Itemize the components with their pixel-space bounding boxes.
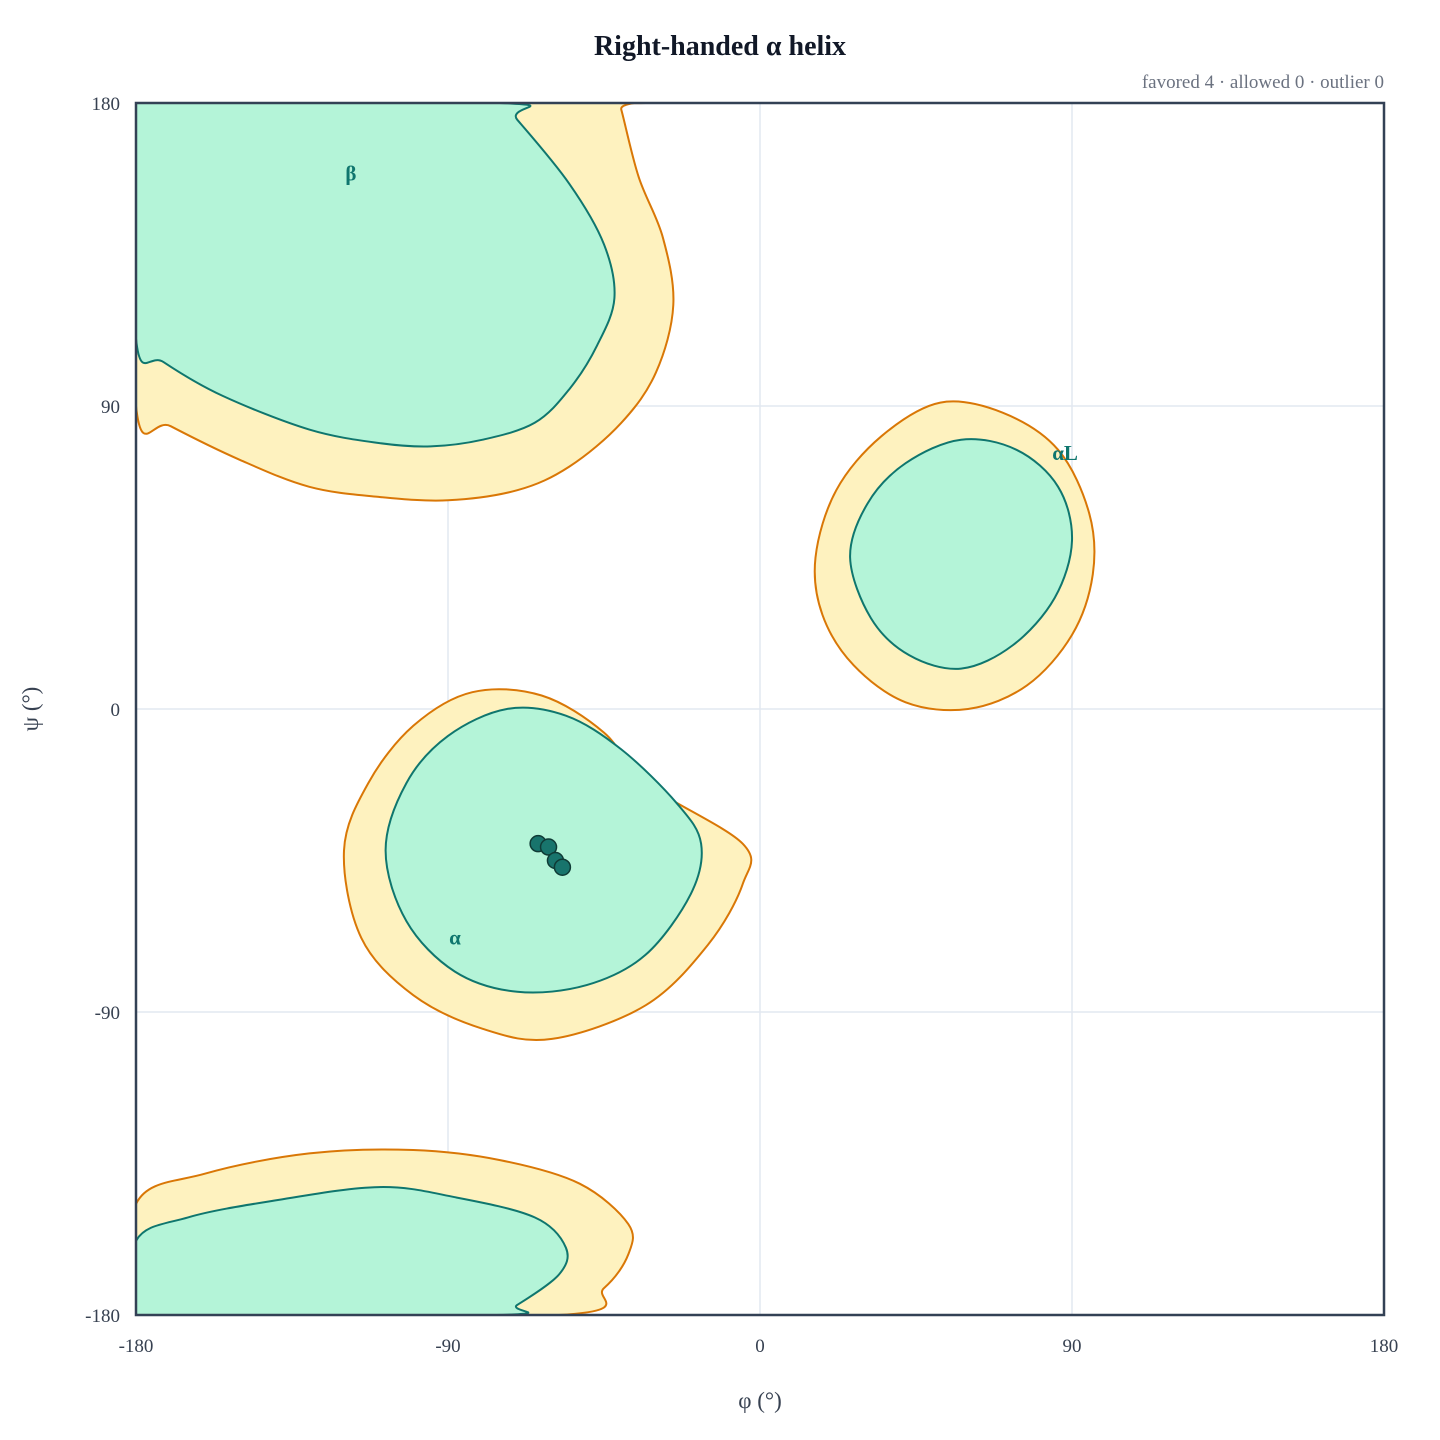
x-tick-label: -90 — [435, 1336, 460, 1357]
x-tick-label: 0 — [755, 1336, 765, 1357]
plot-frame — [134, 101, 1386, 1317]
y-tick-label: -180 — [85, 1306, 120, 1327]
region-label: αL — [1052, 441, 1078, 465]
favored-region — [136, 1186, 569, 1315]
residue-point — [553, 858, 572, 876]
y-tick-label: 180 — [92, 94, 121, 115]
residue-points — [529, 834, 572, 876]
y-tick-label: -90 — [95, 1003, 120, 1024]
x-tick-label: -180 — [119, 1336, 154, 1357]
favored-region — [136, 103, 616, 448]
favored-region — [849, 438, 1074, 670]
y-tick-label: 90 — [101, 397, 120, 418]
y-tick-label: 0 — [111, 700, 121, 721]
x-tick-label: 90 — [1063, 1336, 1082, 1357]
region-label: β — [345, 161, 356, 185]
region-label: α — [449, 926, 461, 950]
tick-labels: -180 -90 0 90 180 180 90 0 -90 -180 — [85, 94, 1398, 1357]
chart-subtitle: favored 4 · allowed 0 · outlier 0 — [1142, 72, 1384, 93]
x-axis-label: φ (°) — [738, 1388, 782, 1413]
residue-point — [539, 838, 558, 856]
chart-title: Right-handed α helix — [594, 31, 846, 62]
x-tick-label: 180 — [1370, 1336, 1399, 1357]
region-labels: β α αL — [345, 161, 1078, 949]
y-axis-label: ψ (°) — [18, 687, 43, 732]
